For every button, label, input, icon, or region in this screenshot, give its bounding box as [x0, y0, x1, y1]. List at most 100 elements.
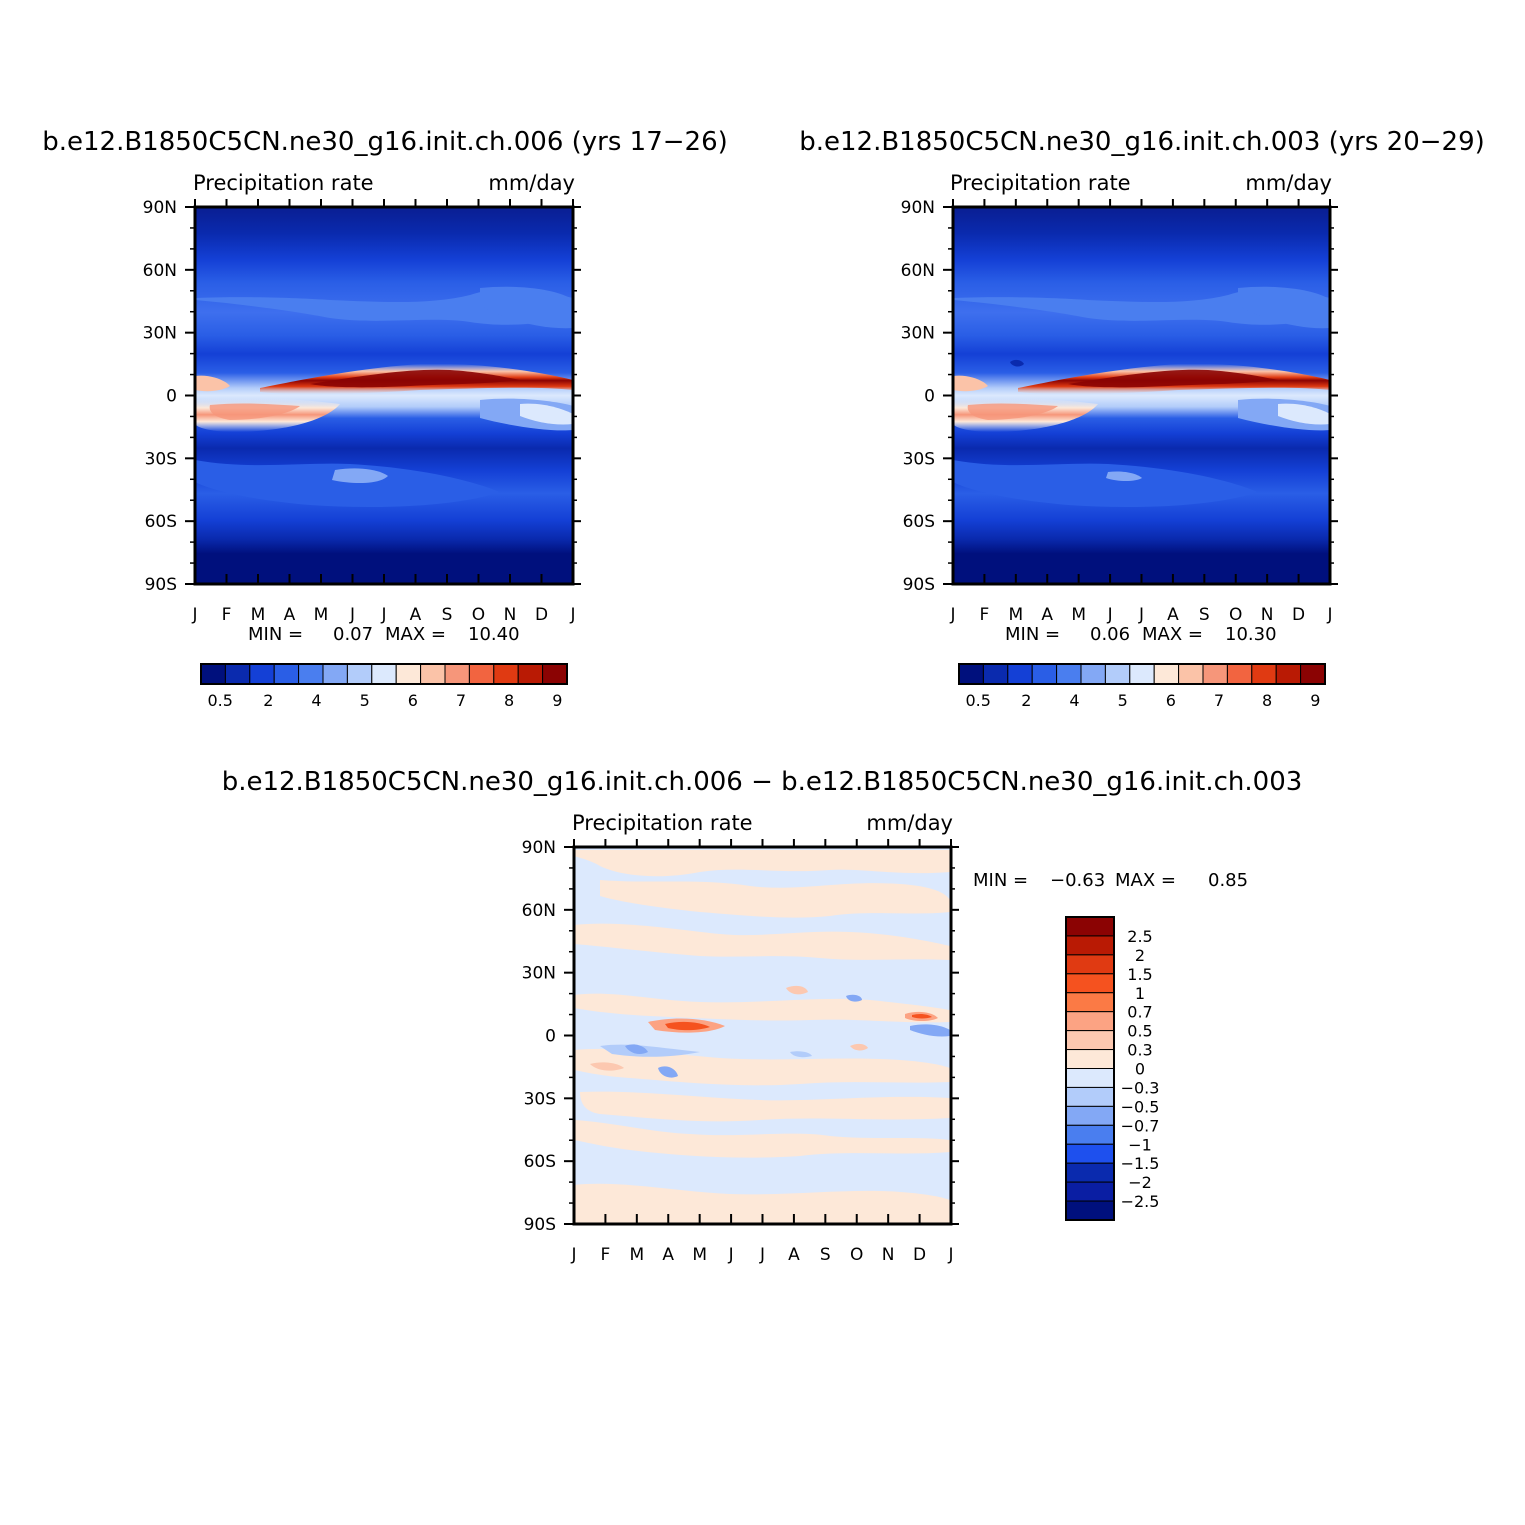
colorbar-swatch	[1104, 663, 1131, 685]
y-tick-label: 90N	[143, 198, 177, 218]
colorbar-swatch	[1065, 916, 1115, 937]
panel-diff-min-label: MIN =	[973, 870, 1028, 891]
colorbar-swatch	[493, 663, 519, 685]
y-tick-label: 90N	[522, 838, 556, 858]
colorbar-label: 0.5	[207, 691, 232, 710]
panel-a-min-label: MIN =	[248, 624, 303, 645]
colorbar-swatch	[1065, 1086, 1115, 1107]
x-tick-label: A	[788, 1245, 800, 1265]
panel-diff-y-axis: 90N 60N 30N 0 30S 60S 90S	[522, 838, 959, 1235]
x-tick-label: M	[251, 605, 266, 625]
colorbar-swatch	[298, 663, 324, 685]
panel-a-max-value: 10.40	[468, 624, 520, 645]
colorbar-swatch	[1065, 973, 1115, 994]
y-tick-label: 0	[166, 387, 177, 407]
x-tick-label: A	[662, 1245, 674, 1265]
x-tick-label: A	[410, 605, 422, 625]
colorbar-swatch	[1202, 663, 1228, 685]
colorbar-swatch	[200, 663, 226, 685]
colorbar-label: −2.5	[1121, 1192, 1160, 1211]
x-tick-label: D	[1292, 605, 1305, 625]
y-tick-label: 30N	[901, 324, 935, 344]
colorbar-swatch	[1065, 1011, 1115, 1032]
colorbar-swatch	[1275, 663, 1302, 685]
colorbar-swatch	[1300, 663, 1326, 685]
panel-b-right-label: mm/day	[1245, 171, 1332, 195]
colorbar-label: 4	[311, 691, 321, 710]
panel-b-max-label: MAX =	[1142, 624, 1203, 645]
x-tick-label: F	[980, 605, 990, 625]
y-tick-label: 30S	[903, 449, 935, 469]
panel-b-left-label: Precipitation rate	[950, 171, 1131, 195]
colorbar-label: 4	[1069, 691, 1079, 710]
x-tick-label: J	[1138, 605, 1144, 625]
panel-a-colorbar: 0.5 2 4 5 6 7 8 9	[200, 663, 568, 710]
x-tick-label: J	[947, 1245, 953, 1265]
x-tick-label: A	[284, 605, 296, 625]
colorbar-label: 6	[1166, 691, 1176, 710]
panel-b-y-axis: 90N 60N 30N 0 30S 60S 90S	[901, 198, 1338, 595]
colorbar-swatch	[1065, 1105, 1115, 1126]
x-tick-label: O	[1229, 605, 1242, 625]
y-tick-label: 30S	[145, 449, 177, 469]
colorbar-label: 0	[1135, 1060, 1145, 1079]
colorbar-label: 6	[408, 691, 418, 710]
colorbar-label: 1.5	[1127, 965, 1152, 984]
colorbar-label: −0.5	[1121, 1097, 1160, 1116]
colorbar-swatch	[273, 663, 300, 685]
colorbar-swatch	[1178, 663, 1204, 685]
panel-diff-title: b.e12.B1850C5CN.ne30_g16.init.ch.006 − b…	[222, 767, 1303, 797]
x-tick-label: M	[1008, 605, 1023, 625]
y-tick-label: 60S	[524, 1152, 556, 1172]
colorbar-label: 7	[456, 691, 466, 710]
x-tick-label: S	[442, 605, 453, 625]
colorbar-label: 8	[504, 691, 514, 710]
x-tick-label: F	[222, 605, 232, 625]
colorbar-swatch	[346, 663, 373, 685]
colorbar-label: 0.3	[1127, 1041, 1152, 1060]
panel-diff-max-label: MAX =	[1115, 870, 1176, 891]
y-tick-label: 30N	[522, 964, 556, 984]
y-tick-label: 90S	[903, 575, 935, 595]
panel-b-min-label: MIN =	[1005, 624, 1060, 645]
colorbar-label: 9	[1310, 691, 1320, 710]
colorbar-swatch	[1065, 1068, 1115, 1088]
y-tick-label: 30N	[143, 324, 177, 344]
colorbar-label: 0.5	[1127, 1022, 1152, 1041]
colorbar-swatch	[1065, 1181, 1115, 1202]
colorbar-swatch	[1065, 1124, 1115, 1145]
panel-diff-left-label: Precipitation rate	[572, 811, 753, 835]
x-tick-label: J	[949, 605, 955, 625]
colorbar-swatch	[1080, 663, 1106, 685]
y-tick-label: 90S	[524, 1215, 556, 1235]
y-tick-label: 30S	[524, 1089, 556, 1109]
x-tick-label: D	[913, 1245, 926, 1265]
colorbar-swatch	[1065, 1162, 1115, 1183]
x-tick-label: D	[535, 605, 548, 625]
colorbar-label: 5	[360, 691, 370, 710]
colorbar-swatch	[420, 663, 446, 685]
y-tick-label: 90S	[145, 575, 177, 595]
panel-b-max-value: 10.30	[1225, 624, 1277, 645]
x-tick-label: M	[629, 1245, 644, 1265]
x-tick-label: A	[1041, 605, 1053, 625]
x-tick-label: N	[504, 605, 517, 625]
x-tick-label: J	[349, 605, 355, 625]
panel-a-left-label: Precipitation rate	[193, 171, 374, 195]
colorbar-label: 2.5	[1127, 927, 1152, 946]
panel-b-title: b.e12.B1850C5CN.ne30_g16.init.ch.003 (yr…	[799, 127, 1485, 157]
y-tick-label: 60S	[145, 512, 177, 532]
colorbar-swatch	[1065, 1143, 1115, 1164]
colorbar-label: 5	[1118, 691, 1128, 710]
y-tick-label: 60N	[522, 901, 556, 921]
panel-a: b.e12.B1850C5CN.ne30_g16.init.ch.006 (yr…	[42, 127, 728, 710]
colorbar-label: 8	[1262, 691, 1272, 710]
colorbar-swatch	[468, 663, 495, 685]
colorbar-label: 2	[1135, 946, 1145, 965]
x-tick-label: J	[1326, 605, 1332, 625]
colorbar-swatch	[1007, 663, 1033, 685]
colorbar-swatch	[1153, 663, 1180, 685]
